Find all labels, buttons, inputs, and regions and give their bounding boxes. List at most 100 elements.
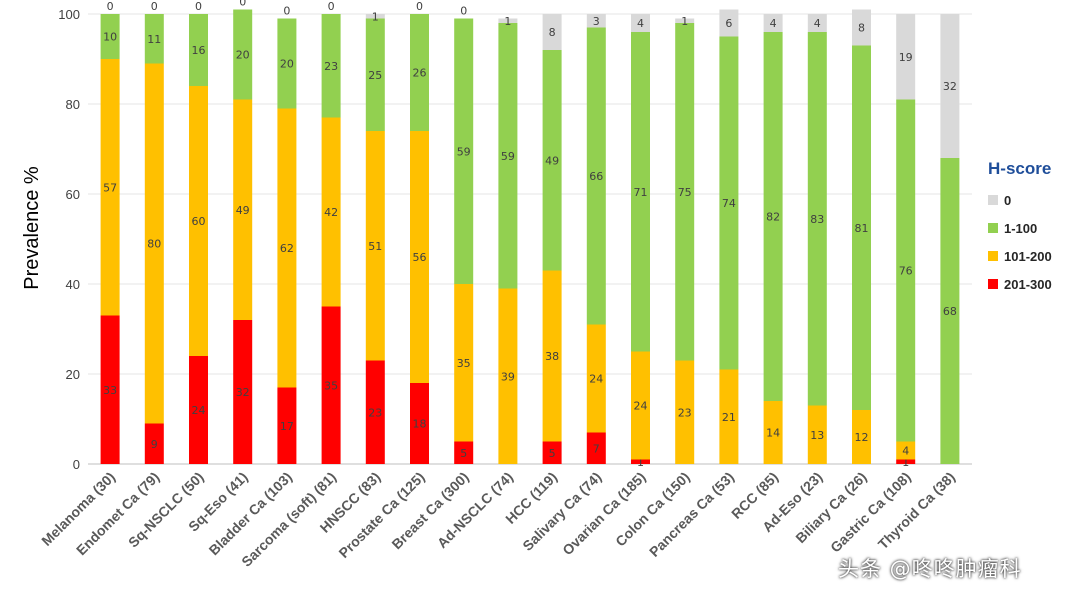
bar-segment — [940, 14, 960, 158]
bar-segment — [144, 423, 164, 464]
bar-segment — [189, 356, 208, 464]
y-tick-label: 40 — [66, 277, 80, 292]
data-label: 32 — [943, 80, 957, 93]
bar-segment — [365, 14, 385, 19]
x-tick-label: Thyroid Ca (38) — [875, 469, 958, 552]
data-label: 81 — [855, 222, 869, 235]
bar-segment — [719, 369, 739, 464]
bar-segment — [410, 383, 429, 464]
data-label: 23 — [678, 406, 692, 419]
bar-segment — [233, 9, 253, 100]
bar-segment — [100, 59, 120, 316]
data-label: 3 — [593, 15, 600, 28]
bar-segment — [144, 63, 164, 424]
x-tick-label: Breast Ca (300) — [388, 469, 471, 552]
bar-segment — [631, 459, 650, 464]
data-label: 17 — [280, 420, 294, 433]
data-label: 83 — [810, 213, 824, 226]
bar-segment — [586, 27, 606, 325]
data-label: 49 — [545, 154, 559, 167]
data-label: 66 — [589, 170, 603, 183]
data-label: 49 — [236, 204, 250, 217]
legend-label: 201-300 — [1004, 276, 1052, 292]
data-label: 1 — [681, 15, 688, 28]
data-label: 0 — [195, 0, 202, 13]
bar-segment — [896, 459, 916, 464]
data-label: 18 — [413, 418, 427, 431]
data-label: 13 — [810, 429, 824, 442]
legend-item: 1-100 — [988, 214, 1052, 242]
data-label: 59 — [457, 145, 471, 158]
bar-segment — [807, 32, 827, 406]
bar-segment — [719, 36, 739, 370]
bar-segment — [763, 401, 783, 464]
data-label: 68 — [943, 305, 957, 318]
bar-segment — [675, 23, 695, 361]
data-label: 16 — [192, 44, 206, 57]
bar-segment — [719, 9, 739, 37]
bar-segment — [454, 18, 474, 284]
bar-segment — [763, 14, 783, 32]
bar-segment — [454, 441, 474, 464]
bar-segment — [498, 23, 518, 289]
bar-segment — [586, 324, 606, 433]
bar-segment — [277, 18, 297, 109]
bar-segment — [631, 32, 650, 352]
y-tick-label: 80 — [66, 97, 80, 112]
data-label: 1 — [504, 15, 511, 28]
data-label: 0 — [107, 0, 114, 13]
legend-swatch — [988, 279, 998, 289]
bar-segment — [896, 14, 916, 100]
data-label: 51 — [368, 240, 382, 253]
bar-segment — [321, 117, 341, 307]
bar-segment — [189, 14, 208, 86]
bar-segment — [233, 99, 253, 320]
bar-segment — [852, 45, 871, 410]
bar-segment — [277, 108, 297, 388]
x-tick-label: Endomet Ca (79) — [73, 469, 162, 558]
legend-label: 1-100 — [1004, 220, 1038, 236]
data-label: 0 — [328, 0, 335, 13]
data-label: 71 — [634, 186, 648, 199]
data-label: 23 — [368, 406, 382, 419]
legend-label: 0 — [1004, 192, 1012, 208]
data-label: 33 — [103, 384, 117, 397]
bar-segment — [763, 32, 783, 401]
data-label: 8 — [549, 26, 556, 39]
legend-item: 101-200 — [988, 242, 1052, 270]
x-tick-label: Salivary Ca (74) — [519, 469, 604, 554]
data-label: 0 — [283, 5, 290, 18]
bar-segment — [631, 14, 650, 32]
bar-segment — [144, 14, 164, 64]
bar-segment — [542, 14, 562, 50]
bar-segment — [277, 387, 297, 464]
data-label: 0 — [416, 0, 423, 13]
data-label: 12 — [855, 431, 869, 444]
legend-swatch — [988, 195, 998, 205]
legend: 0 1-100 101-200 201-300 — [988, 186, 1052, 298]
bar-segment — [542, 441, 562, 464]
x-tick-label: Ovarian Ca (185) — [559, 469, 648, 558]
data-label: 1 — [637, 456, 644, 469]
data-label: 19 — [899, 51, 913, 64]
data-label: 4 — [770, 17, 777, 30]
bar-segment — [498, 18, 518, 23]
data-label: 60 — [192, 215, 206, 228]
x-tick-label: Gastric Ca (108) — [827, 469, 914, 556]
bar-segment — [100, 315, 120, 464]
y-tick-label: 0 — [73, 457, 80, 472]
bar-segment — [498, 288, 518, 464]
data-label: 1 — [902, 456, 909, 469]
y-tick-label: 100 — [58, 7, 80, 22]
x-tick-label: Pancreas Ca (53) — [646, 469, 737, 560]
data-label: 20 — [280, 58, 294, 71]
gridlines — [88, 13, 972, 465]
bar-segment — [807, 14, 827, 32]
data-label: 62 — [280, 242, 294, 255]
x-tick-label: Sq-NSCLC (50) — [125, 469, 207, 551]
data-label: 1 — [372, 10, 379, 23]
data-label: 6 — [725, 17, 732, 30]
bar-segment — [365, 131, 385, 361]
data-label: 26 — [413, 67, 427, 80]
data-label: 24 — [589, 373, 603, 386]
